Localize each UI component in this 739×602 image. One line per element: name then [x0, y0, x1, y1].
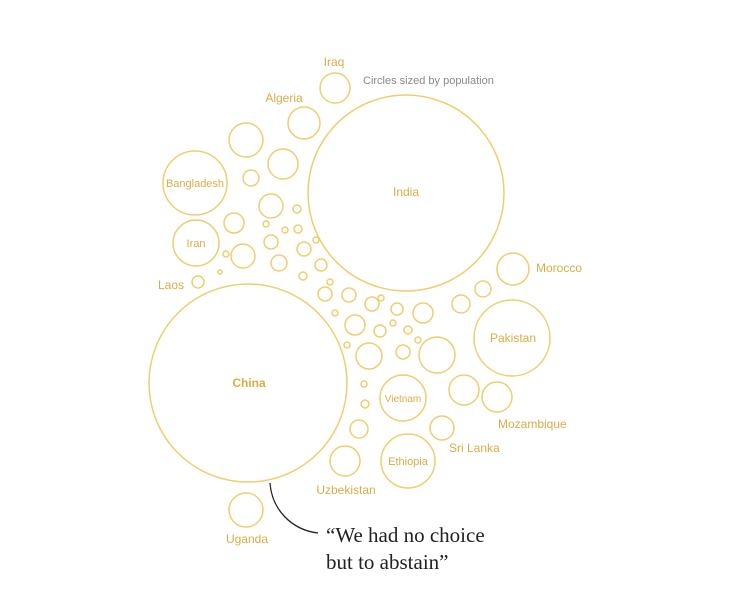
country-circle-vietnam [379, 374, 427, 422]
annotation-quote-line2: but to abstain” [326, 550, 448, 574]
country-label-algeria: Algeria [265, 91, 303, 105]
country-circle [395, 344, 411, 360]
country-circle [389, 319, 397, 327]
country-circle-bangladesh [162, 150, 228, 216]
country-circle [296, 241, 312, 257]
country-circle [230, 243, 256, 269]
country-circle [270, 254, 288, 272]
country-circle [281, 226, 289, 234]
country-label-pakistan: Pakistan [490, 331, 536, 345]
country-circle [349, 419, 369, 439]
country-label-china: China [232, 376, 266, 390]
country-circle-uzbekistan [329, 445, 361, 477]
country-circle-laos [191, 275, 205, 289]
country-circle [242, 169, 260, 187]
country-circle-algeria [287, 106, 321, 140]
country-circle [390, 302, 404, 316]
country-circle-pakistan [473, 299, 551, 377]
country-circle [418, 336, 456, 374]
country-label-iraq: Iraq [324, 55, 345, 69]
country-circle [344, 314, 366, 336]
country-circle-india [307, 94, 505, 292]
annotation-quote-line1: “We had no choice [326, 523, 485, 547]
country-label-morocco: Morocco [536, 261, 582, 275]
country-circle-china [148, 283, 348, 483]
country-label-mozambique: Mozambique [498, 417, 567, 431]
country-circle-iraq [319, 72, 351, 104]
country-circle [258, 193, 284, 219]
country-circle [263, 234, 279, 250]
country-circle [293, 224, 303, 234]
country-circle [360, 399, 370, 409]
country-circle [292, 204, 302, 214]
country-circle [377, 294, 385, 302]
subtitle: Circles sized by population [363, 75, 494, 87]
country-circle [326, 278, 334, 286]
country-circle-ethiopia [380, 433, 436, 489]
country-circle [314, 258, 328, 272]
country-circle-morocco [496, 252, 530, 286]
country-circle [448, 374, 480, 406]
country-label-iran: Iran [187, 238, 206, 250]
country-circle [317, 286, 333, 302]
country-circle [355, 342, 383, 370]
country-circle [373, 324, 387, 338]
country-circle [222, 250, 230, 258]
country-label-bangladesh: Bangladesh [166, 178, 224, 190]
country-label-laos: Laos [158, 278, 184, 292]
country-circle [360, 380, 368, 388]
country-circle [223, 212, 245, 234]
country-label-vietnam: Vietnam [385, 394, 422, 405]
country-circle [364, 296, 380, 312]
country-label-sri-lanka: Sri Lanka [449, 441, 500, 455]
country-circle [262, 220, 270, 228]
country-label-india: India [393, 185, 419, 199]
country-circle-uganda [228, 492, 264, 528]
country-circle [343, 341, 351, 349]
country-label-uzbekistan: Uzbekistan [316, 483, 375, 497]
country-circle [451, 294, 471, 314]
country-circle-mozambique [481, 381, 513, 413]
country-circle-sri-lanka [429, 415, 455, 441]
country-circle [267, 148, 299, 180]
country-circle-iran [172, 219, 220, 267]
country-label-uganda: Uganda [226, 532, 268, 546]
country-circle [412, 302, 434, 324]
country-circle [474, 280, 492, 298]
country-circle [217, 269, 223, 275]
country-circle [312, 236, 320, 244]
country-circle [403, 325, 413, 335]
country-circle [228, 122, 264, 158]
country-circle [331, 309, 339, 317]
country-circle [341, 287, 357, 303]
country-label-ethiopia: Ethiopia [388, 456, 429, 468]
circles-layer [148, 72, 551, 528]
labels-layer: India China Pakistan Bangladesh Ethiopia Viet… [158, 55, 582, 546]
annotation-leader-line [269, 482, 319, 534]
country-circle [414, 336, 422, 344]
country-circle [298, 271, 308, 281]
